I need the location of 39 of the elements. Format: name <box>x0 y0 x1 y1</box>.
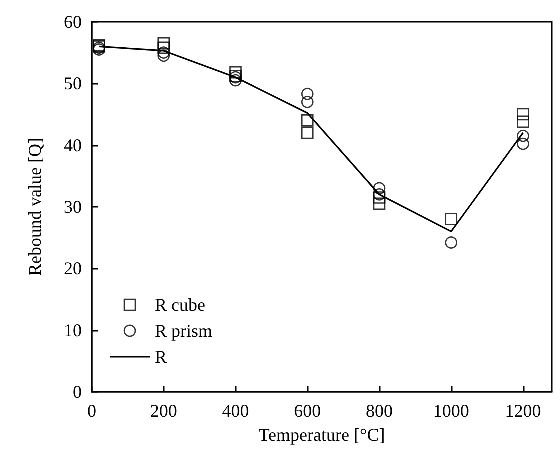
point <box>445 236 458 249</box>
point <box>158 46 170 59</box>
legend-label: R cube <box>155 295 206 315</box>
point <box>158 50 170 62</box>
y-tick-label: 20 <box>64 258 82 279</box>
y-tick-label: 40 <box>64 135 82 156</box>
point <box>158 42 170 54</box>
x-tick-label: 0 <box>88 401 96 421</box>
point <box>517 108 530 121</box>
point <box>301 88 314 100</box>
x-tick-label: 1200 <box>505 401 542 421</box>
point <box>517 130 530 142</box>
y-tick-label: 0 <box>73 382 82 402</box>
point <box>517 138 530 150</box>
point <box>301 96 314 108</box>
y-tick-label: 50 <box>64 74 82 94</box>
point <box>158 37 170 50</box>
y-tick-label: 60 <box>64 12 82 32</box>
point <box>301 126 314 140</box>
point <box>373 198 386 210</box>
y-tick-label: 10 <box>64 320 82 340</box>
x-tick-label: 600 <box>294 401 322 421</box>
point <box>373 192 386 204</box>
y-axis-title: Rebound value [Q] <box>25 138 45 276</box>
point <box>445 213 458 226</box>
point <box>230 66 242 79</box>
y-tick-label: 30 <box>64 197 82 217</box>
point <box>373 188 386 201</box>
x-tick-label: 800 <box>366 401 393 421</box>
point <box>301 114 314 127</box>
legend-label: R <box>155 347 168 367</box>
x-axis-title: Temperature [°C] <box>258 425 386 445</box>
point <box>517 116 530 128</box>
point <box>373 182 386 195</box>
x-tick-label: 400 <box>222 401 250 421</box>
x-tick-label: 1000 <box>433 401 470 421</box>
x-tick-label: 200 <box>150 401 178 421</box>
point <box>230 74 242 87</box>
legend-label: R prism <box>155 321 213 341</box>
